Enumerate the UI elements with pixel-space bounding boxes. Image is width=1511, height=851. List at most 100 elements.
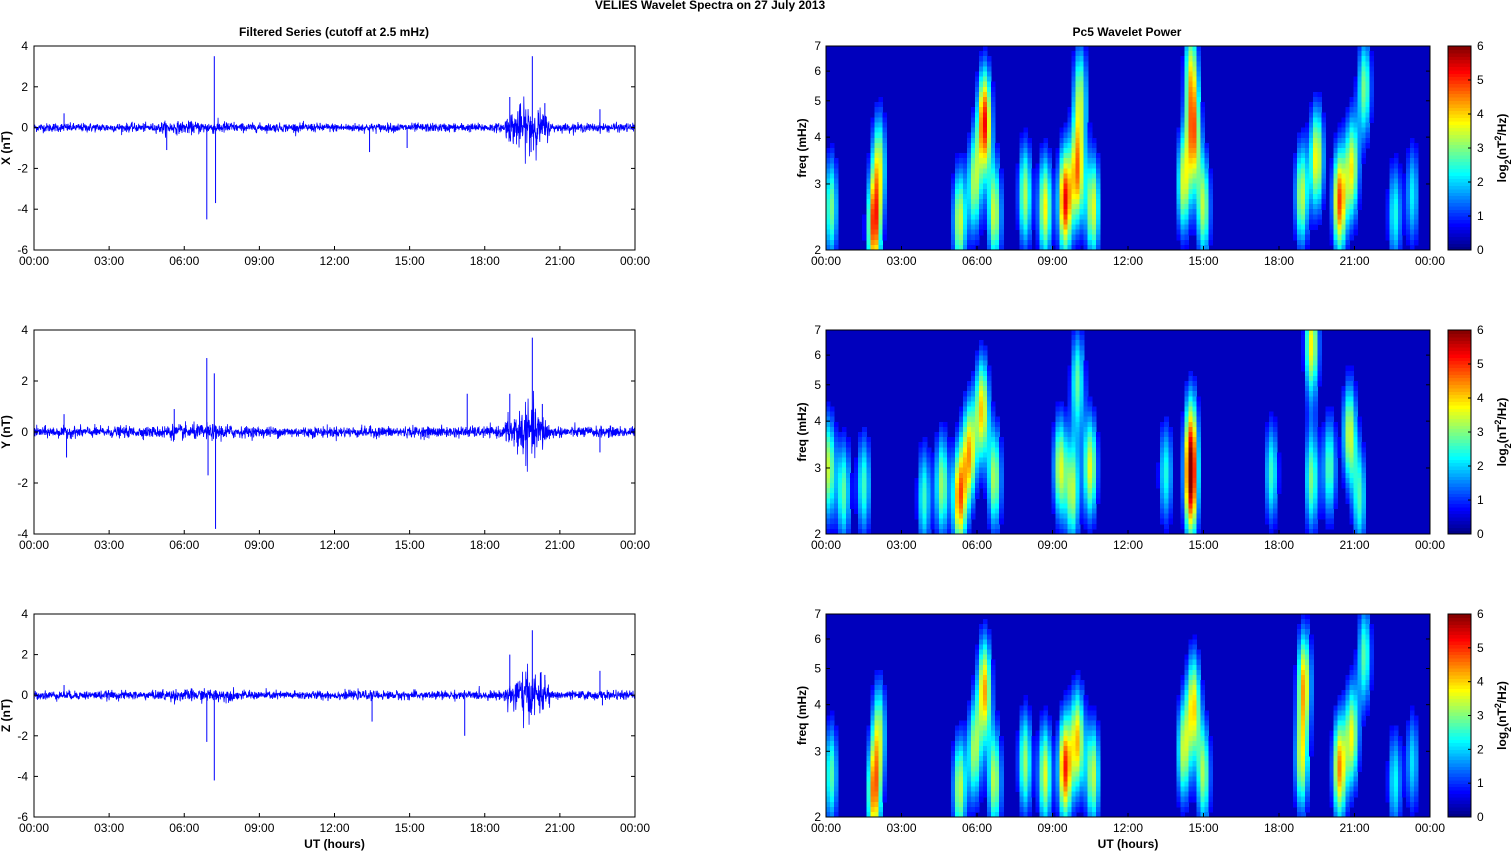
y-tick-label: 4: [21, 323, 28, 337]
heatmap-cell: [1204, 244, 1210, 251]
x-tick-label: 18:00: [470, 821, 500, 835]
heatmap-cell: [1268, 493, 1274, 499]
heatmap-cell: [834, 796, 839, 803]
heatmap-cell: [1043, 173, 1049, 180]
heatmap-cell: [1333, 421, 1338, 428]
heatmap-cell: [1301, 153, 1306, 159]
heatmap-cell: [1160, 421, 1165, 428]
heatmap-cell: [999, 751, 1004, 757]
heatmap-cell: [979, 340, 984, 346]
heatmap-cell: [991, 234, 996, 241]
heatmap-cell: [1196, 66, 1202, 73]
heatmap-cell: [1180, 421, 1185, 428]
heatmap-cell: [966, 493, 972, 499]
heatmap-cell: [1357, 178, 1363, 185]
heatmap-cell: [1180, 467, 1185, 474]
heatmap-cell: [1357, 462, 1363, 469]
heatmap-cell: [838, 457, 843, 464]
heatmap-cell: [1184, 401, 1189, 408]
heatmap-cell: [1067, 365, 1073, 372]
heatmap-cell: [1293, 214, 1298, 220]
heatmap-cell: [999, 178, 1004, 185]
heatmap-cell: [882, 695, 887, 701]
heatmap-cell: [1063, 158, 1069, 164]
heatmap-cell: [1055, 518, 1061, 525]
heatmap-cell: [842, 488, 847, 494]
heatmap-cell: [966, 209, 972, 215]
heatmap-cell: [1329, 503, 1334, 510]
heatmap-cell: [1079, 503, 1085, 510]
heatmap-cell: [1317, 178, 1322, 185]
heatmap-cell: [826, 523, 831, 530]
heatmap-cell: [1192, 442, 1198, 448]
heatmap-cell: [1075, 761, 1081, 767]
heatmap-cell: [1059, 710, 1065, 717]
heatmap-cell: [1079, 91, 1085, 98]
heatmap-cell: [1043, 244, 1049, 251]
heatmap-cell: [1180, 142, 1185, 149]
heatmap-cell: [1188, 219, 1194, 226]
heatmap-cell: [1027, 801, 1032, 808]
heatmap-cell: [1297, 229, 1302, 236]
heatmap-cell: [1027, 735, 1032, 742]
heatmap-cell: [918, 477, 924, 484]
heatmap-cell: [1067, 776, 1073, 783]
heatmap-cell: [1196, 112, 1202, 118]
heatmap-cell: [1039, 811, 1045, 818]
heatmap-cell: [1087, 214, 1093, 220]
heatmap-cell: [1079, 401, 1085, 408]
heatmap-cell: [991, 91, 996, 98]
heatmap-cell: [834, 467, 839, 474]
heatmap-cell: [1365, 117, 1371, 124]
heatmap-cell: [962, 735, 968, 742]
heatmap-cell: [922, 518, 928, 525]
heatmap-cell: [1188, 483, 1194, 489]
heatmap-cell: [1313, 127, 1318, 134]
heatmap-cell: [1188, 91, 1194, 98]
heatmap-cell: [987, 442, 992, 448]
heatmap-cell: [1317, 426, 1322, 433]
heatmap-cell: [1079, 442, 1085, 448]
heatmap-cell: [950, 811, 956, 818]
heatmap-cell: [834, 477, 839, 484]
heatmap-cell: [922, 477, 928, 484]
heatmap-cell: [942, 503, 948, 510]
heatmap-cell: [995, 751, 1000, 757]
heatmap-cell: [1055, 183, 1061, 190]
heatmap-cell: [1268, 416, 1274, 423]
heatmap-cell: [846, 447, 851, 453]
heatmap-cell: [926, 467, 932, 474]
colorbar-step: [1448, 93, 1471, 98]
heatmap-cell: [1349, 204, 1355, 210]
heatmap-cell: [862, 214, 867, 220]
heatmap-cell: [842, 467, 847, 474]
heatmap-cell: [1168, 503, 1173, 510]
heatmap-cell: [974, 730, 980, 737]
heatmap-cell: [983, 467, 988, 474]
heatmap-cell: [1031, 178, 1036, 185]
heatmap-cell: [970, 674, 976, 681]
heatmap-cell: [958, 472, 964, 479]
x-tick-label: 00:00: [620, 254, 650, 268]
heatmap-cell: [1071, 442, 1077, 448]
heatmap-cell: [1087, 234, 1093, 241]
heatmap-cell: [1055, 781, 1061, 788]
heatmap-cell: [1039, 239, 1045, 246]
heatmap-cell: [1317, 148, 1322, 154]
heatmap-cell: [1071, 355, 1077, 362]
heatmap-cell: [1091, 766, 1097, 772]
heatmap-cell: [1297, 173, 1302, 180]
heatmap-cell: [1176, 158, 1181, 164]
heatmap-cell: [1079, 163, 1085, 169]
heatmap-cell: [870, 178, 875, 185]
heatmap-cell: [826, 493, 831, 499]
heatmap-cell: [1309, 498, 1314, 504]
heatmap-cell: [846, 442, 851, 448]
colorbar-step: [1448, 496, 1471, 501]
heatmap-cell: [874, 730, 879, 737]
heatmap-cell: [954, 209, 960, 215]
heatmap-cell: [862, 432, 867, 438]
heatmap-cell: [1180, 483, 1185, 489]
heatmap-cell: [1268, 483, 1274, 489]
heatmap-cell: [926, 462, 932, 469]
